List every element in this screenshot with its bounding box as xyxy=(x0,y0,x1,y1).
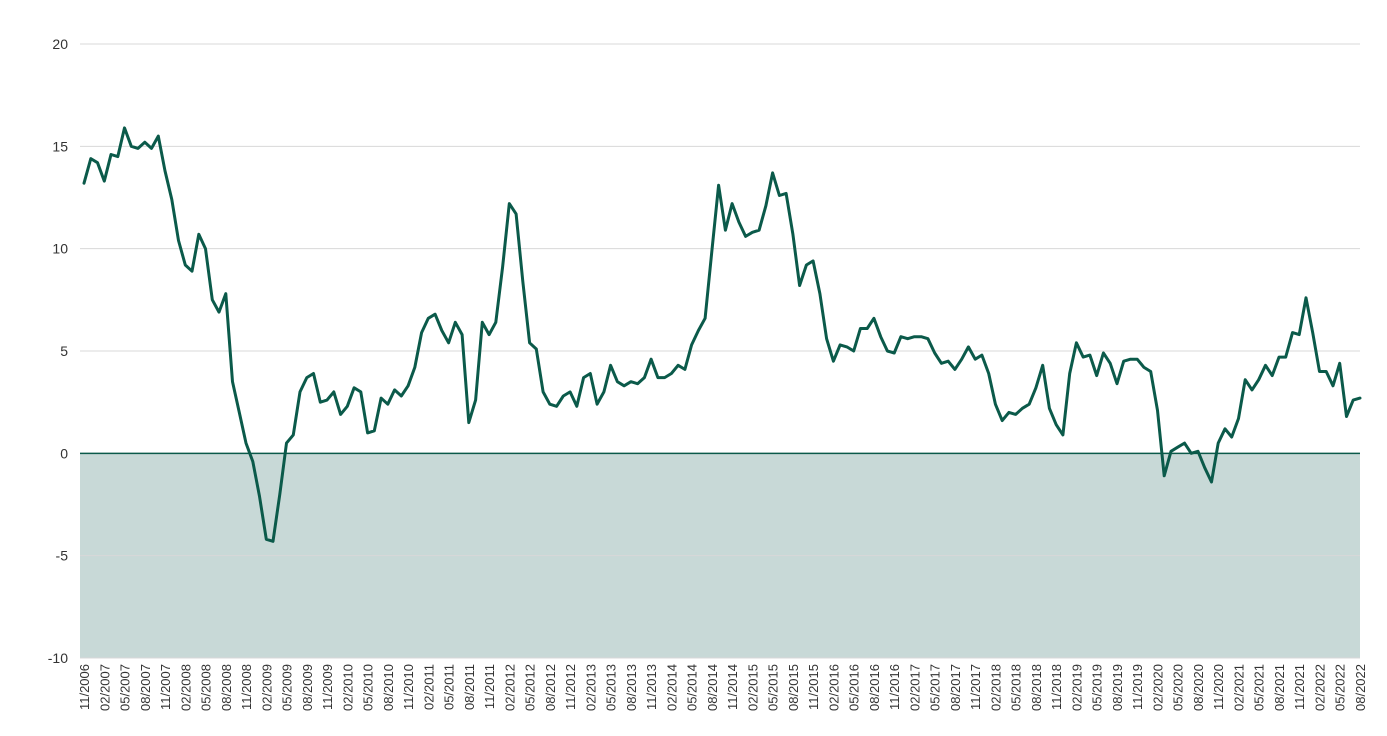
x-tick-label: 11/2012 xyxy=(563,664,578,710)
x-tick-label: 11/2011 xyxy=(482,664,497,709)
x-tick-label: 02/2015 xyxy=(745,664,760,711)
x-tick-label: 08/2011 xyxy=(462,664,477,710)
x-tick-label: 05/2017 xyxy=(928,664,943,711)
x-tick-label: 11/2020 xyxy=(1211,664,1226,710)
x-tick-label: 02/2021 xyxy=(1231,664,1246,711)
x-tick-label: 08/2014 xyxy=(705,664,720,711)
x-tick-label: 11/2014 xyxy=(725,664,740,710)
y-tick-label: 0 xyxy=(60,445,68,461)
x-tick-label: 02/2020 xyxy=(1150,664,1165,711)
x-tick-label: 11/2008 xyxy=(239,664,254,710)
x-tick-label: 11/2021 xyxy=(1292,664,1307,710)
x-tick-label: 02/2012 xyxy=(502,664,517,711)
x-tick-label: 08/2013 xyxy=(624,664,639,711)
series-layer xyxy=(82,126,1362,543)
x-tick-label: 05/2021 xyxy=(1252,664,1267,711)
x-tick-label: 05/2008 xyxy=(199,664,214,711)
y-tick-label: 5 xyxy=(60,343,68,359)
x-tick-label: 02/2016 xyxy=(826,664,841,711)
x-tick-label: 05/2011 xyxy=(442,664,457,710)
x-tick-label: 08/2016 xyxy=(867,664,882,711)
x-tick-label: 08/2022 xyxy=(1353,664,1368,711)
x-tick-label: 08/2010 xyxy=(381,664,396,711)
x-tick-label: 08/2008 xyxy=(219,664,234,711)
x-tick-label: 02/2008 xyxy=(178,664,193,711)
y-tick-label: 10 xyxy=(52,241,68,257)
series-line xyxy=(82,126,1362,543)
x-tick-label: 02/2009 xyxy=(259,664,274,711)
x-tick-label: 02/2014 xyxy=(664,664,679,711)
x-tick-label: 11/2015 xyxy=(806,664,821,710)
x-tick-label: 02/2007 xyxy=(97,664,112,711)
x-tick-label: 08/2021 xyxy=(1272,664,1287,711)
y-tick-label: 20 xyxy=(52,36,68,52)
x-tick-label: 08/2015 xyxy=(786,664,801,711)
x-tick-label: 11/2018 xyxy=(1049,664,1064,710)
x-tick-label: 05/2020 xyxy=(1171,664,1186,711)
x-tick-label: 02/2011 xyxy=(421,664,436,710)
x-tick-label: 11/2007 xyxy=(158,664,173,710)
x-tick-label: 08/2009 xyxy=(300,664,315,711)
x-tick-label: 11/2013 xyxy=(644,664,659,710)
x-tick-label: 08/2007 xyxy=(138,664,153,711)
x-tick-label: 11/2006 xyxy=(77,664,92,710)
x-tick-label: 11/2019 xyxy=(1130,664,1145,710)
x-tick-label: 08/2019 xyxy=(1110,664,1125,711)
x-tick-label: 02/2013 xyxy=(583,664,598,711)
x-tick-label: 08/2018 xyxy=(1029,664,1044,711)
x-tick-label: 08/2020 xyxy=(1191,664,1206,711)
x-tick-label: 05/2019 xyxy=(1090,664,1105,711)
x-tick-label: 05/2010 xyxy=(361,664,376,711)
x-tick-label: 02/2019 xyxy=(1069,664,1084,711)
x-tick-label: 11/2016 xyxy=(887,664,902,710)
x-tick-label: 02/2018 xyxy=(988,664,1003,711)
x-tick-label: 02/2010 xyxy=(340,664,355,711)
x-tick-label: 05/2022 xyxy=(1333,664,1348,711)
y-tick-label: 15 xyxy=(52,138,68,154)
x-tick-label: 05/2015 xyxy=(766,664,781,711)
y-tick-label: -5 xyxy=(56,548,69,564)
x-tick-label: 05/2007 xyxy=(118,664,133,711)
x-tick-label: 05/2009 xyxy=(280,664,295,711)
x-tick-label: 11/2017 xyxy=(968,664,983,710)
x-tick-label: 05/2018 xyxy=(1009,664,1024,711)
x-tick-label: 11/2009 xyxy=(320,664,335,710)
x-tick-label: 05/2016 xyxy=(847,664,862,711)
x-tick-label: 05/2012 xyxy=(523,664,538,711)
x-tick-label: 02/2022 xyxy=(1312,664,1327,711)
x-tick-label: 08/2017 xyxy=(948,664,963,711)
x-tick-label: 05/2013 xyxy=(604,664,619,711)
x-tick-label: 02/2017 xyxy=(907,664,922,711)
x-tick-label: 08/2012 xyxy=(543,664,558,711)
y-tick-label: -10 xyxy=(48,650,68,666)
x-tick-label: 05/2014 xyxy=(685,664,700,711)
x-tick-label: 11/2010 xyxy=(401,664,416,710)
y-axis: 20 15 10 5 0 -5 -10 xyxy=(48,36,68,666)
x-axis: 11/2006 02/2007 05/2007 08/2007 11/2007 02/20… xyxy=(77,664,1368,711)
gridlines xyxy=(80,43,1360,659)
